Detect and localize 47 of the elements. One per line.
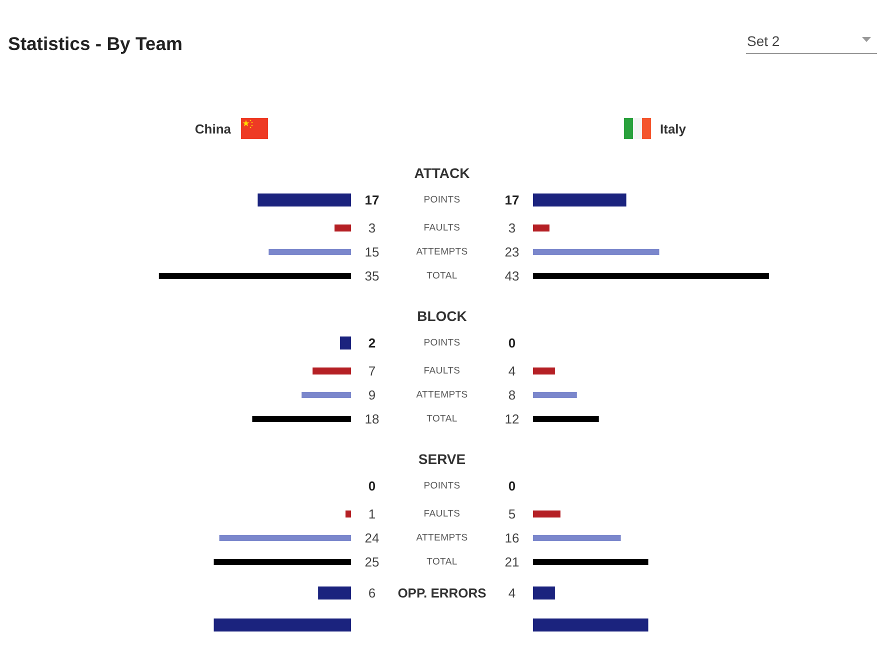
data-label: 35 (364, 268, 380, 284)
y-tick-label: BLOCK (417, 308, 467, 324)
data-label: 0 (368, 478, 376, 494)
data-label: 43 (504, 268, 520, 284)
y-tick-label: ATTEMPTS (416, 246, 468, 258)
data-label: 15 (364, 244, 380, 260)
y-tick-label: FAULTS (424, 508, 460, 520)
data-label: 9 (368, 388, 376, 402)
y-tick-label: OPP. ERRORS (398, 586, 487, 600)
y-tick-label: POINTS (424, 338, 460, 348)
data-label: 0 (508, 478, 516, 494)
text: Italy (660, 122, 687, 136)
data-label: 7 (368, 364, 376, 378)
y-tick-label: ATTEMPTS (416, 390, 468, 400)
data-label: 12 (504, 412, 520, 426)
data-label: 21 (504, 554, 520, 570)
y-tick-label: POINTS (424, 480, 460, 492)
data-label: 3 (508, 220, 516, 236)
chart-title: Statistics - By Team (8, 33, 182, 54)
chart-subtitle: Set 2 (747, 33, 780, 49)
data-label: 17 (504, 192, 520, 208)
data-label: 6 (368, 586, 376, 600)
y-tick-label: FAULTS (424, 366, 460, 376)
dropdown-field[interactable]: Set 2 (746, 30, 878, 54)
data-label: 25 (364, 554, 380, 570)
text: China (194, 122, 232, 136)
data-label: 1 (368, 506, 376, 522)
data-label: 4 (508, 586, 516, 600)
y-tick-label: SERVE (418, 451, 466, 467)
y-tick-label: POINTS (424, 194, 460, 206)
y-tick-label: TOTAL (426, 414, 458, 424)
y-tick-label: TOTAL (426, 556, 458, 568)
data-label: 18 (364, 412, 380, 426)
data-label: 3 (368, 220, 376, 236)
y-tick-label: TOTAL (426, 270, 458, 282)
y-tick-label: ATTACK (414, 165, 470, 181)
data-label: 0 (508, 336, 516, 350)
data-label: 2 (368, 336, 376, 350)
data-label: 23 (504, 244, 520, 260)
y-tick-label: ATTEMPTS (416, 532, 468, 544)
data-label: 4 (508, 364, 516, 378)
data-label: 24 (364, 530, 380, 546)
data-label: 17 (364, 192, 380, 208)
data-label: 5 (508, 506, 516, 522)
data-label: 16 (504, 530, 520, 546)
data-label: 8 (508, 388, 516, 402)
y-tick-label: FAULTS (424, 222, 460, 234)
